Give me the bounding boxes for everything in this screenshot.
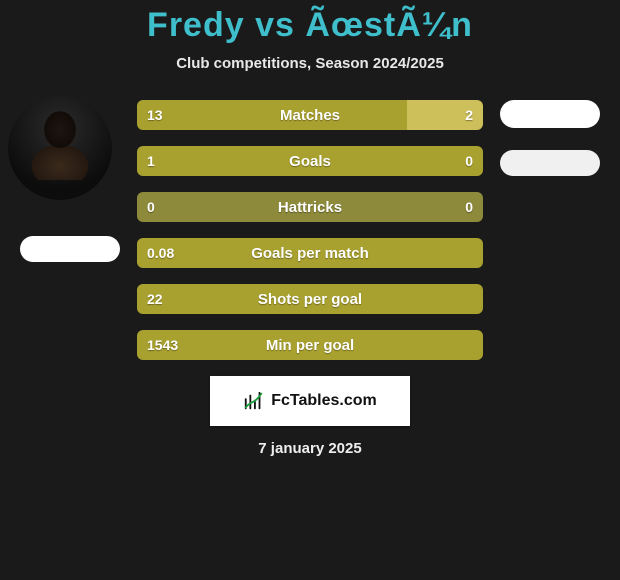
brand-text: FcTables.com — [271, 392, 377, 410]
brand-logo-icon — [243, 390, 265, 412]
stat-row: 0.08Goals per match — [137, 238, 483, 268]
brand-card: FcTables.com — [210, 376, 410, 426]
subtitle: Club competitions, Season 2024/2025 — [176, 55, 444, 72]
stat-bars: 132Matches 10Goals 00Hattricks 0.08Goals pe… — [137, 100, 483, 360]
player2-name: ÃœstÃ¼n — [305, 6, 473, 44]
stat-label: Matches — [137, 100, 483, 130]
page-title: Fredy vs ÃœstÃ¼n — [147, 6, 473, 45]
infographic-date: 7 january 2025 — [258, 440, 361, 457]
player1-club-badge — [20, 236, 120, 262]
player2-club-badge — [500, 150, 600, 176]
player1-avatar — [8, 96, 112, 200]
vs-label: vs — [255, 6, 295, 44]
stat-row: 1543Min per goal — [137, 330, 483, 360]
stat-label: Goals — [137, 146, 483, 176]
infographic-root: Fredy vs ÃœstÃ¼n Club competitions, Seas… — [0, 0, 620, 580]
stat-label: Shots per goal — [137, 284, 483, 314]
player2-avatar — [500, 100, 600, 128]
stat-label: Goals per match — [137, 238, 483, 268]
content-area: 132Matches 10Goals 00Hattricks 0.08Goals pe… — [0, 100, 620, 457]
stat-label: Hattricks — [137, 192, 483, 222]
stat-row: 132Matches — [137, 100, 483, 130]
player1-name: Fredy — [147, 6, 245, 44]
stat-row: 00Hattricks — [137, 192, 483, 222]
stat-row: 10Goals — [137, 146, 483, 176]
stat-label: Min per goal — [137, 330, 483, 360]
stat-row: 22Shots per goal — [137, 284, 483, 314]
